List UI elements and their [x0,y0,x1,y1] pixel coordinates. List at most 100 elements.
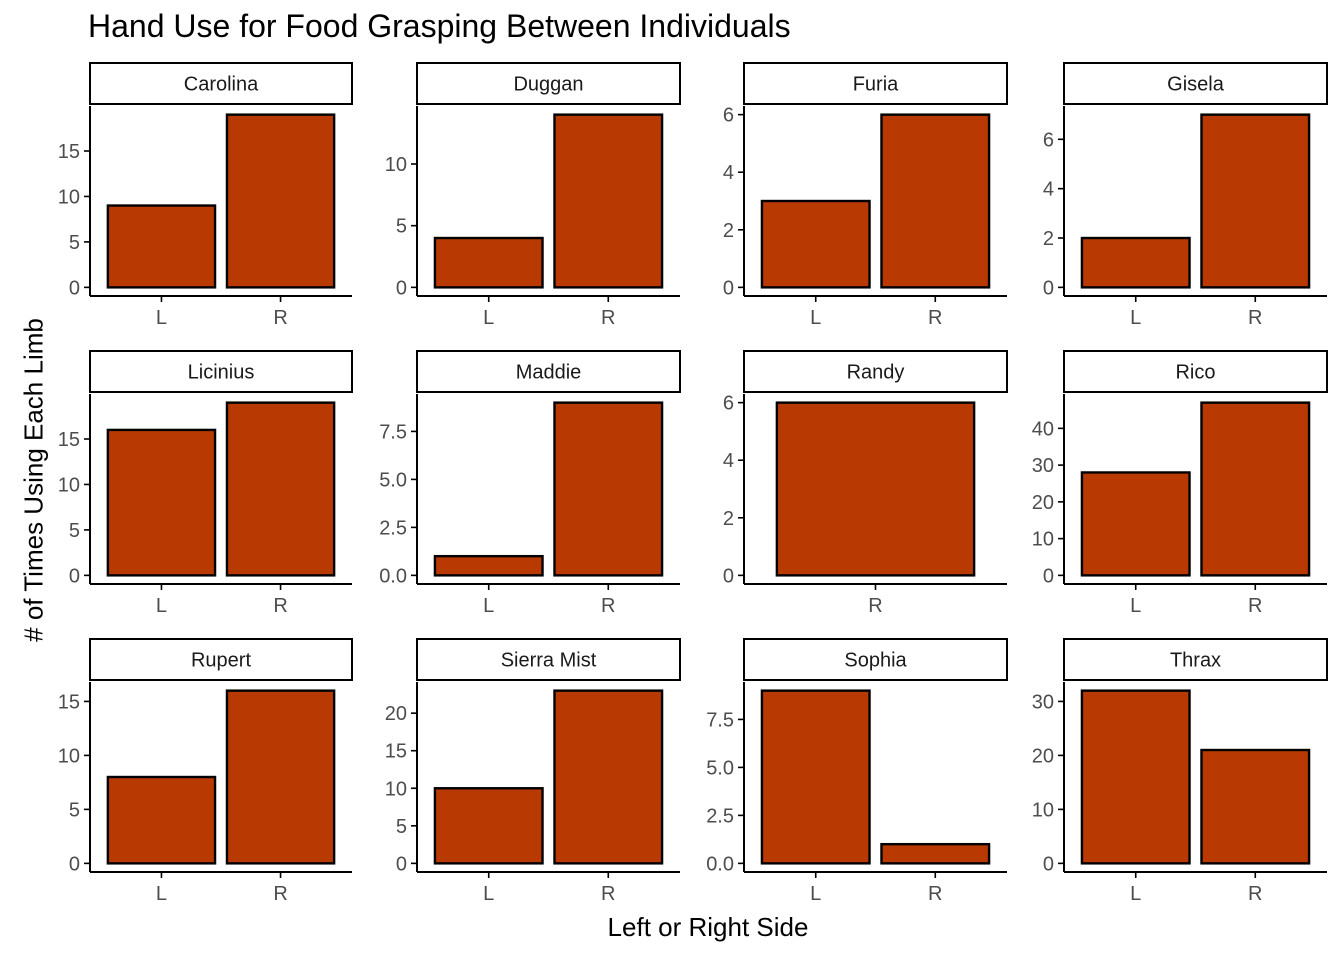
facet-label-gisela: Gisela [1167,74,1225,96]
y-tick-label-gisela-3: 6 [1043,129,1054,151]
facet-strip-maddie [416,350,681,393]
y-tick-label-sophia-3: 7.5 [706,709,734,731]
facet-strip-thrax [1063,638,1328,681]
x-tick-label-maddie-l: L [483,595,494,617]
bar-duggan-l [433,236,544,289]
y-tick-label-carolina-3: 15 [58,141,80,163]
y-tick-label-sierra-mist-4: 20 [385,703,407,725]
bar-duggan-r [553,113,664,289]
facet-label-thrax: Thrax [1170,650,1221,672]
x-tick-label-rico-l: L [1130,595,1141,617]
bar-thrax-l [1080,689,1191,865]
y-tick-label-thrax-1: 10 [1032,799,1054,821]
y-tick-label-sophia-1: 2.5 [706,805,734,827]
bar-licinius-r [225,401,336,577]
x-tick-label-duggan-r: R [601,307,615,329]
bar-randy-r [775,401,976,577]
x-tick-label-sierra-mist-r: R [601,883,615,905]
y-tick-label-sierra-mist-3: 15 [385,741,407,763]
y-tick-label-thrax-0: 0 [1043,853,1054,875]
y-tick-label-rupert-0: 0 [69,853,80,875]
y-tick-label-rico-4: 40 [1032,418,1054,440]
facet-strip-sophia [743,638,1008,681]
x-tick-label-furia-r: R [928,307,942,329]
x-tick-label-furia-l: L [810,307,821,329]
y-tick-label-maddie-2: 5.0 [379,469,407,491]
y-tick-label-thrax-2: 20 [1032,745,1054,767]
facet-strip-rupert [89,638,353,681]
y-tick-label-maddie-1: 2.5 [379,517,407,539]
facet-label-licinius: Licinius [188,362,255,384]
y-tick-label-furia-1: 2 [723,220,734,242]
facet-strip-gisela [1063,62,1328,105]
bar-furia-l [760,199,871,289]
bar-furia-r [880,113,991,289]
y-tick-label-randy-1: 2 [723,508,734,530]
bar-maddie-r [553,401,664,577]
bar-carolina-l [106,204,217,289]
facet-strip-carolina [89,62,353,105]
x-tick-label-sierra-mist-l: L [483,883,494,905]
facet-label-sophia: Sophia [844,650,907,672]
bar-sophia-l [760,689,871,865]
y-tick-label-rupert-3: 15 [58,691,80,713]
y-tick-label-licinius-2: 10 [58,474,80,496]
x-tick-label-duggan-l: L [483,307,494,329]
facet-label-sierra-mist: Sierra Mist [501,650,597,672]
y-tick-label-randy-2: 4 [723,450,734,472]
y-tick-label-sierra-mist-0: 0 [396,853,407,875]
y-tick-label-duggan-1: 5 [396,216,407,238]
y-tick-label-gisela-0: 0 [1043,277,1054,299]
y-tick-label-sophia-0: 0.0 [706,853,734,875]
y-tick-label-furia-0: 0 [723,277,734,299]
facet-label-rupert: Rupert [191,650,251,672]
bar-sophia-r [880,842,991,865]
y-tick-label-maddie-0: 0.0 [379,565,407,587]
x-tick-label-randy-r: R [868,595,882,617]
x-tick-label-licinius-l: L [156,595,167,617]
y-tick-label-gisela-2: 4 [1043,179,1054,201]
bar-sierra-mist-l [433,787,544,865]
x-tick-label-maddie-r: R [601,595,615,617]
facet-label-furia: Furia [853,74,899,96]
bar-thrax-r [1200,748,1311,865]
x-tick-label-carolina-r: R [273,307,287,329]
facet-strip-sierra-mist [416,638,681,681]
y-tick-label-sierra-mist-1: 5 [396,816,407,838]
x-tick-label-thrax-l: L [1130,883,1141,905]
facet-label-maddie: Maddie [516,362,582,384]
facet-strip-randy [743,350,1008,393]
y-tick-label-licinius-0: 0 [69,565,80,587]
y-tick-label-rupert-1: 5 [69,799,80,821]
bar-rupert-r [225,689,336,865]
facet-strip-licinius [89,350,353,393]
y-tick-label-rico-1: 10 [1032,529,1054,551]
facet-label-rico: Rico [1175,362,1215,384]
x-tick-label-rupert-l: L [156,883,167,905]
x-tick-label-gisela-r: R [1248,307,1262,329]
y-tick-label-furia-2: 4 [723,162,734,184]
facet-strip-duggan [416,62,681,105]
facet-strip-rico [1063,350,1328,393]
bar-rico-r [1200,401,1311,577]
x-tick-label-licinius-r: R [273,595,287,617]
y-tick-label-carolina-0: 0 [69,277,80,299]
y-tick-label-randy-3: 6 [723,393,734,415]
chart-title: Hand Use for Food Grasping Between Indiv… [88,8,791,44]
x-tick-label-sophia-r: R [928,883,942,905]
bar-maddie-l [433,554,544,577]
y-tick-label-sophia-2: 5.0 [706,757,734,779]
y-tick-label-licinius-3: 15 [58,429,80,451]
facet-label-randy: Randy [847,362,905,384]
y-tick-label-rico-3: 30 [1032,455,1054,477]
y-tick-label-carolina-2: 10 [58,186,80,208]
y-tick-label-rupert-2: 10 [58,745,80,767]
bar-rico-l [1080,471,1191,577]
y-tick-label-duggan-0: 0 [396,277,407,299]
bar-sierra-mist-r [553,689,664,865]
x-tick-label-rico-r: R [1248,595,1262,617]
y-tick-label-thrax-3: 30 [1032,691,1054,713]
y-tick-label-carolina-1: 5 [69,232,80,254]
y-tick-label-sierra-mist-2: 10 [385,778,407,800]
